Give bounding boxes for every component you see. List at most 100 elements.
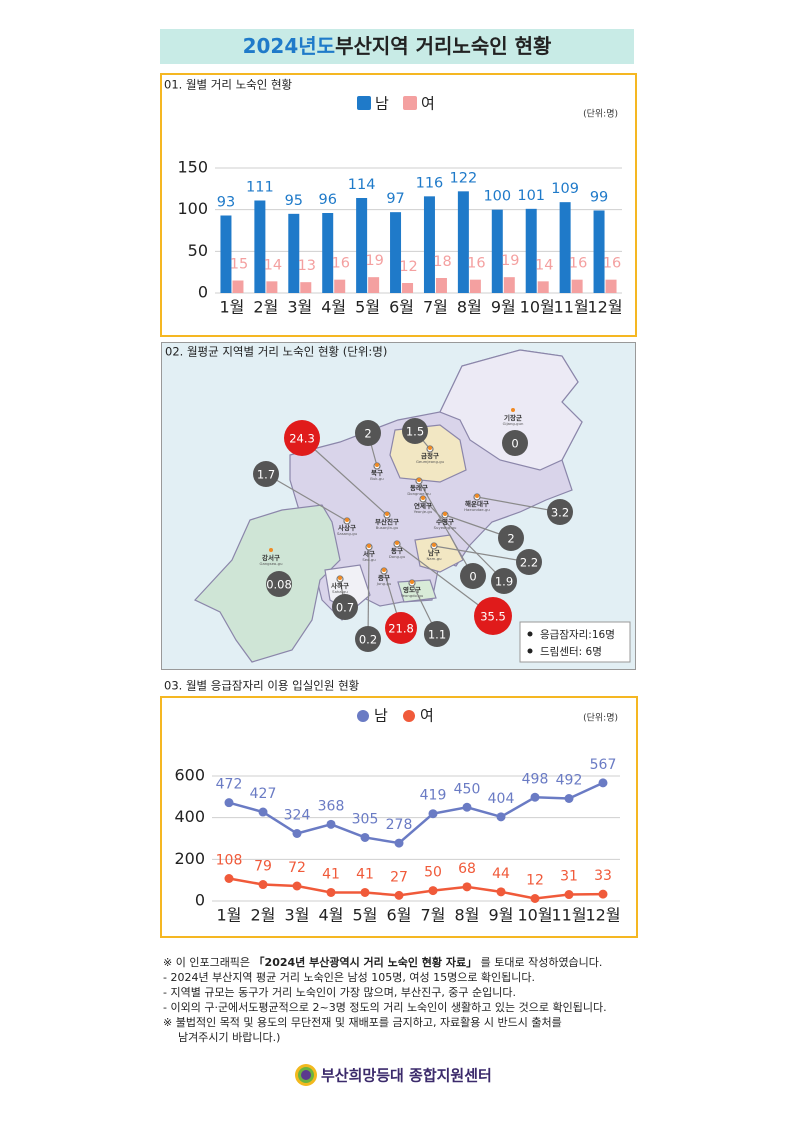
data-label: 68 [458, 861, 476, 877]
point [428, 809, 438, 819]
district-name: 부산진구 [375, 517, 399, 526]
district-dot [428, 446, 432, 450]
district-name-en: Gangseo-gu [260, 561, 284, 566]
data-label: 97 [386, 191, 404, 207]
footer-logo [295, 1064, 317, 1086]
data-label: 278 [386, 817, 413, 833]
land [397, 579, 437, 603]
district-dot [432, 543, 436, 547]
point [598, 778, 608, 788]
title-highlight: 2024년도 [243, 34, 335, 58]
connector [418, 480, 474, 577]
point [496, 812, 506, 822]
x-tick-label: 6월 [389, 298, 414, 317]
district-dot [385, 512, 389, 516]
bubble-label: 3.2 [551, 506, 569, 520]
district-name: 북구 [371, 468, 383, 477]
data-label: 41 [322, 866, 340, 882]
bar [288, 213, 300, 293]
bar [402, 283, 414, 293]
district-name-en: Haeundae-gu [464, 507, 490, 512]
data-label: 111 [246, 180, 274, 196]
data-label: 108 [216, 853, 243, 869]
footer-text: 부산희망등대 종합지원센터 [321, 1067, 492, 1085]
connector [367, 546, 370, 640]
legend-marker [357, 710, 369, 722]
title: 2024년도부산지역 거리노숙인 현황 [243, 34, 552, 58]
data-label: 305 [352, 811, 379, 827]
bubble [424, 621, 450, 647]
bubble [355, 626, 381, 652]
district-dot [269, 548, 273, 552]
point [292, 829, 302, 838]
legend-swatch [357, 96, 371, 110]
bar [559, 202, 571, 293]
district-name: 사하구 [331, 581, 349, 590]
bubble-label: 1.1 [428, 628, 446, 642]
point [598, 889, 608, 899]
unit-label: (단위:명) [583, 109, 618, 120]
district-name-en: Yeongdo-gu [401, 593, 424, 598]
bubble-label: 0 [511, 437, 518, 451]
bar [254, 200, 266, 293]
data-label: 93 [217, 195, 235, 211]
data-label: 109 [551, 181, 579, 197]
point [462, 882, 472, 892]
data-label: 16 [569, 256, 587, 272]
bar [491, 209, 503, 293]
bar [334, 279, 346, 293]
data-label: 567 [590, 757, 617, 773]
section-title: 01. 월별 거리 노숙인 현황 [164, 78, 293, 92]
bubble-label: 21.8 [388, 622, 414, 636]
bar-chart-frame [160, 73, 637, 337]
bubble [502, 430, 528, 456]
bar [322, 213, 334, 293]
district-dot [443, 512, 447, 516]
bubble [491, 568, 517, 594]
point [530, 792, 540, 802]
data-label: 122 [450, 170, 478, 186]
y-tick-label: 100 [177, 199, 208, 218]
bar [605, 279, 617, 293]
district-dot [410, 580, 414, 584]
point [224, 798, 234, 808]
data-label: 16 [467, 256, 485, 272]
bubble-label: 2 [364, 427, 371, 441]
bar [300, 282, 312, 293]
note: - 2024년 부산지역 평균 거리 노숙인은 남성 105명, 여성 15명으… [163, 971, 535, 984]
legend-label: 남 [374, 707, 388, 725]
data-label: 427 [250, 786, 277, 802]
x-tick-label: 3월 [287, 298, 312, 317]
point [326, 887, 336, 897]
logo-core [301, 1070, 311, 1080]
district-dot [475, 494, 479, 498]
bar [435, 278, 447, 293]
bar [423, 196, 435, 293]
bubble [266, 571, 292, 597]
district-dot [367, 544, 371, 548]
district-name: 영도구 [403, 585, 421, 594]
district-dot [345, 518, 349, 522]
data-label: 33 [594, 868, 612, 884]
point [564, 890, 574, 900]
data-label: 16 [331, 256, 349, 272]
bubble [474, 597, 512, 635]
legend-swatch [403, 96, 417, 110]
bar [537, 281, 549, 293]
bar [390, 212, 402, 293]
connector [476, 496, 561, 513]
bubble [498, 525, 524, 551]
data-label: 498 [522, 771, 549, 787]
legend-label: 여 [420, 707, 434, 725]
bar [457, 191, 469, 293]
bubble-label: 0.2 [359, 633, 377, 647]
district-name: 수영구 [436, 517, 454, 526]
bar [469, 279, 481, 293]
district-name: 기장군 [504, 413, 522, 422]
district-name-en: Gijang-gun [503, 421, 524, 426]
x-tick-label: 6월 [387, 906, 412, 925]
bar [232, 280, 244, 293]
bubble-label: 1.5 [406, 425, 424, 439]
district-name-en: Nam-gu [426, 556, 442, 561]
